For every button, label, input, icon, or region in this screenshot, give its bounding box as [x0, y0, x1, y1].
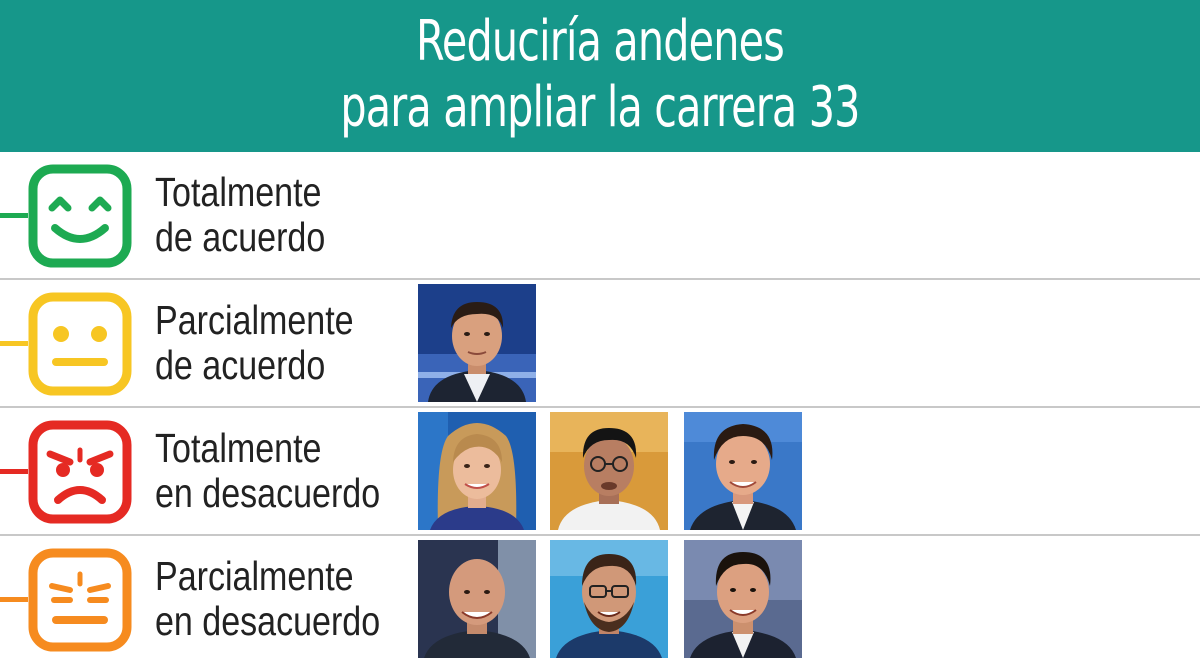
response-label-line-2: de acuerdo — [155, 214, 326, 260]
page-title-line-1: Reduciría andenes — [416, 9, 785, 74]
response-label: Totalmente en desacuerdo — [155, 425, 381, 516]
response-label-line-1: Parcialmente — [155, 553, 354, 599]
candidate-photo — [418, 412, 536, 530]
response-row-partially-agree: Parcialmente de acuerdo — [0, 280, 1200, 408]
man-suit-portrait-image — [418, 284, 536, 402]
response-label: Totalmente de acuerdo — [155, 170, 363, 260]
response-label-line-2: en desacuerdo — [155, 470, 381, 516]
man-dark-hair-portrait-image — [684, 540, 802, 658]
man-glasses-portrait-image — [550, 412, 668, 530]
row-divider — [0, 534, 1200, 536]
response-label: Parcialmente en desacuerdo — [155, 553, 381, 644]
man-bald-portrait-image — [418, 540, 536, 658]
row-divider — [0, 278, 1200, 280]
response-row-totally-disagree: Totalmente en desacuerdo — [0, 408, 1200, 536]
row-marker — [0, 469, 28, 474]
candidate-photo — [418, 284, 536, 402]
happy-face-icon — [28, 164, 132, 268]
annoyed-face-icon — [28, 548, 132, 652]
candidate-photo — [550, 540, 668, 658]
neutral-face-icon — [28, 292, 132, 396]
angry-face-icon — [28, 420, 132, 524]
row-marker — [0, 213, 28, 218]
response-label-line-1: Totalmente — [155, 169, 322, 215]
candidate-photo — [684, 412, 802, 530]
page-title-line-2: para ampliar la carrera 33 — [340, 75, 860, 140]
candidate-photo — [418, 540, 536, 658]
row-divider — [0, 406, 1200, 408]
response-row-partially-disagree: Parcialmente en desacuerdo — [0, 536, 1200, 658]
response-row-totally-agree: Totalmente de acuerdo — [0, 152, 1200, 280]
response-label: Parcialmente de acuerdo — [155, 298, 363, 388]
row-marker — [0, 597, 28, 602]
row-marker — [0, 341, 28, 346]
response-label-line-1: Parcialmente — [155, 297, 354, 343]
response-label-line-2: de acuerdo — [155, 342, 326, 388]
response-label-line-2: en desacuerdo — [155, 598, 381, 644]
man-glasses-beard-portrait-image — [550, 540, 668, 658]
response-label-line-1: Totalmente — [155, 425, 322, 471]
page-header: Reduciría andenes para ampliar la carrer… — [0, 0, 1200, 152]
man-older-portrait-image — [684, 412, 802, 530]
candidate-photo — [550, 412, 668, 530]
woman-blonde-portrait-image — [418, 412, 536, 530]
candidate-photo — [684, 540, 802, 658]
